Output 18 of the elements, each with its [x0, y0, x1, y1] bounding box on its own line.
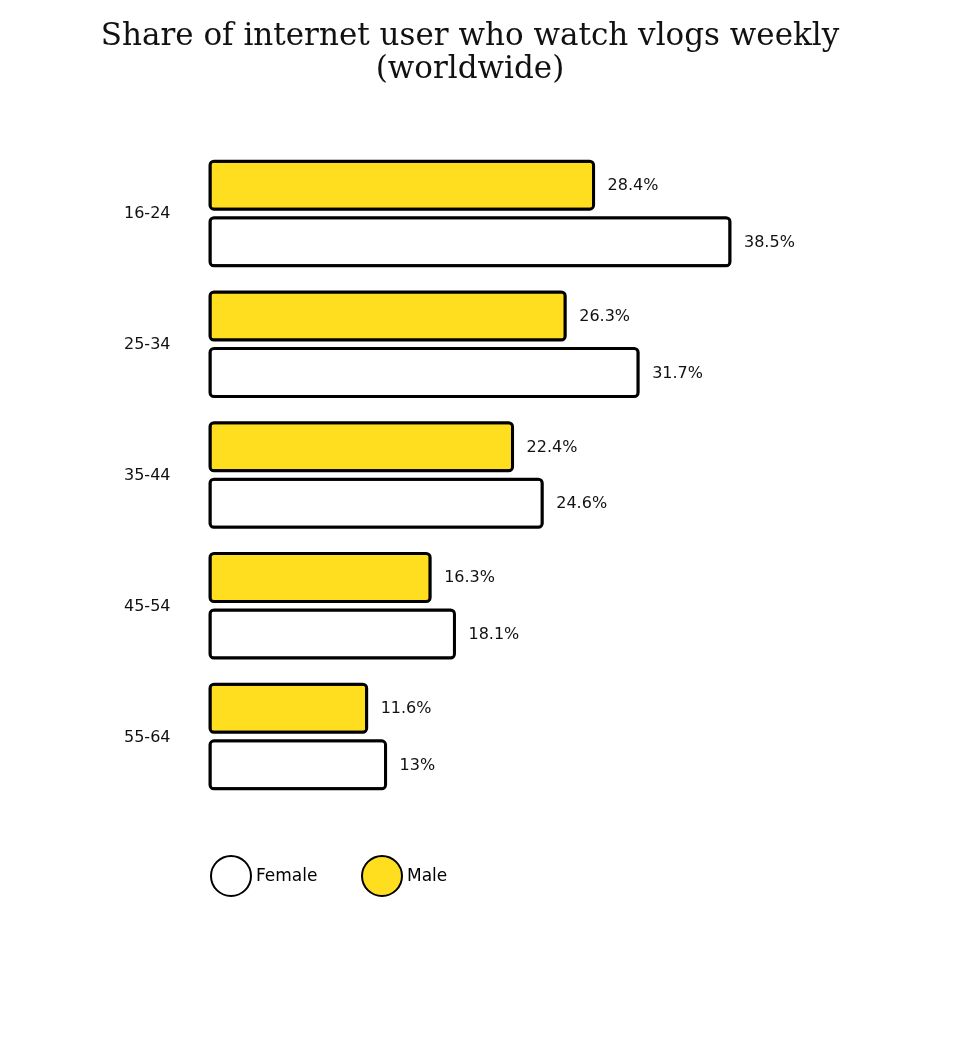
legend-label: Female	[256, 865, 318, 885]
data-label: 11.6%	[380, 698, 432, 718]
y-tick-label: 45-54	[124, 595, 171, 615]
data-label: 22.4%	[526, 436, 578, 456]
chart-title: Share of internet user who watch vlogs weekly (worldwide)	[100, 16, 840, 85]
y-tick-label: 16-24	[124, 203, 171, 223]
legend-label: Male	[407, 865, 448, 885]
data-label: 24.6%	[556, 493, 608, 513]
y-tick-label: 35-44	[124, 465, 171, 484]
data-label: 31.7%	[652, 362, 703, 382]
data-label: 26.3%	[579, 305, 631, 325]
y-tick-label: 25-34	[124, 334, 171, 354]
data-label: 28.4%	[607, 175, 659, 195]
data-label: 13%	[399, 754, 436, 774]
data-label: 16.3%	[444, 567, 495, 587]
data-label: 18.1%	[468, 624, 520, 644]
y-tick-label: 55-64	[124, 726, 171, 746]
data-label: 38.5%	[744, 231, 795, 251]
